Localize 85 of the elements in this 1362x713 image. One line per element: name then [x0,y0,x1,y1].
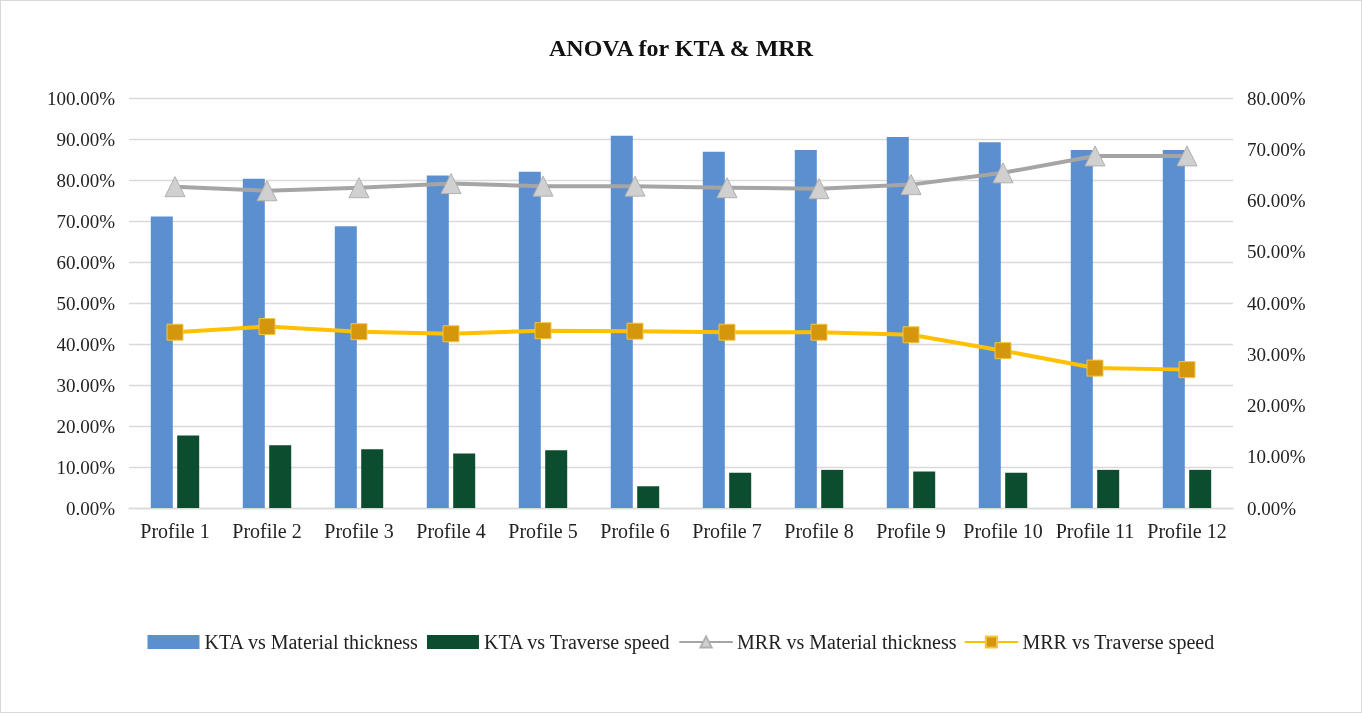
point [810,323,828,341]
bar [729,472,752,508]
x-tick-label: Profile 11 [1055,520,1135,542]
point [164,176,186,198]
point [166,323,184,341]
bar [1162,150,1185,508]
bar [242,178,265,508]
point [808,178,830,200]
point [716,177,738,199]
bar [886,136,909,508]
point [258,318,276,336]
bar [361,449,384,508]
y2-tick-label: 50.00% [1247,241,1306,263]
y2-tick-label: 80.00% [1247,87,1306,109]
legend-label: KTA vs Material thickness [204,631,419,653]
bar [426,175,449,508]
point [534,322,552,340]
legend-label: KTA vs Traverse speed [483,631,670,654]
point [256,180,278,202]
y2-tick-label: 70.00% [1247,138,1306,160]
point [902,326,920,344]
y-tick-label: 90.00% [56,128,116,150]
bar [821,469,844,508]
chart-title: ANOVA for KTA & MRR [549,35,814,61]
y2-tick-label: 40.00% [1247,292,1306,314]
y-tick-label: 70.00% [56,210,116,232]
point [1086,359,1104,377]
x-tick-label: Profile 1 [140,520,210,542]
y2-tick-label: 10.00% [1247,446,1306,468]
point [900,174,922,196]
bar [150,216,173,508]
y2-tick-label: 30.00% [1247,343,1306,365]
y-tick-label: 50.00% [56,292,116,314]
point [1176,145,1198,167]
point [348,177,370,199]
y-tick-label: 20.00% [56,415,116,437]
x-tick-label: Profile 7 [692,520,762,542]
legend-label: MRR vs Traverse speed [1022,631,1215,654]
bar [1070,150,1093,508]
point [350,323,368,341]
x-tick-label: Profile 5 [508,520,578,542]
bar [1189,469,1212,508]
x-tick-label: Profile 8 [784,520,854,542]
y2-tick-label: 60.00% [1247,190,1306,211]
legend-label: MRR vs Material thickness [737,631,957,653]
bar [334,226,357,508]
x-tick-label: Profile 9 [876,520,946,542]
y-tick-label: 100.00% [46,87,116,109]
point [624,175,646,197]
bar [610,135,633,508]
x-tick-label: Profile 10 [963,520,1043,542]
point [1178,361,1196,379]
point [440,173,462,195]
y2-tick-label: 0.00% [1247,497,1297,519]
bar [637,486,660,508]
y-tick-label: 80.00% [56,169,116,191]
point [992,162,1014,184]
y-tick-label: 10.00% [56,456,116,478]
y-tick-label: 30.00% [56,374,116,396]
bar [177,435,200,508]
point [532,175,554,197]
x-tick-label: Profile 3 [324,520,394,542]
bar [1005,472,1028,508]
x-tick-label: Profile 6 [600,520,670,542]
y-tick-label: 40.00% [56,333,116,355]
point [718,323,736,341]
bar [794,150,817,508]
x-tick-label: Profile 2 [232,520,302,542]
x-tick-label: Profile 4 [416,520,486,542]
bar [702,151,725,508]
y-tick-label: 60.00% [56,251,116,273]
point [626,322,644,340]
y-tick-label: 0.00% [65,497,116,519]
point [1084,145,1106,167]
bar [518,171,541,508]
bar [978,142,1001,508]
bar [269,445,292,508]
y2-tick-label: 20.00% [1247,395,1306,416]
bar [1097,469,1120,508]
bar [545,450,568,508]
bar [453,453,476,508]
x-tick-label: Profile 12 [1147,520,1227,542]
point [994,342,1012,360]
bar [913,471,936,508]
point [442,325,460,343]
